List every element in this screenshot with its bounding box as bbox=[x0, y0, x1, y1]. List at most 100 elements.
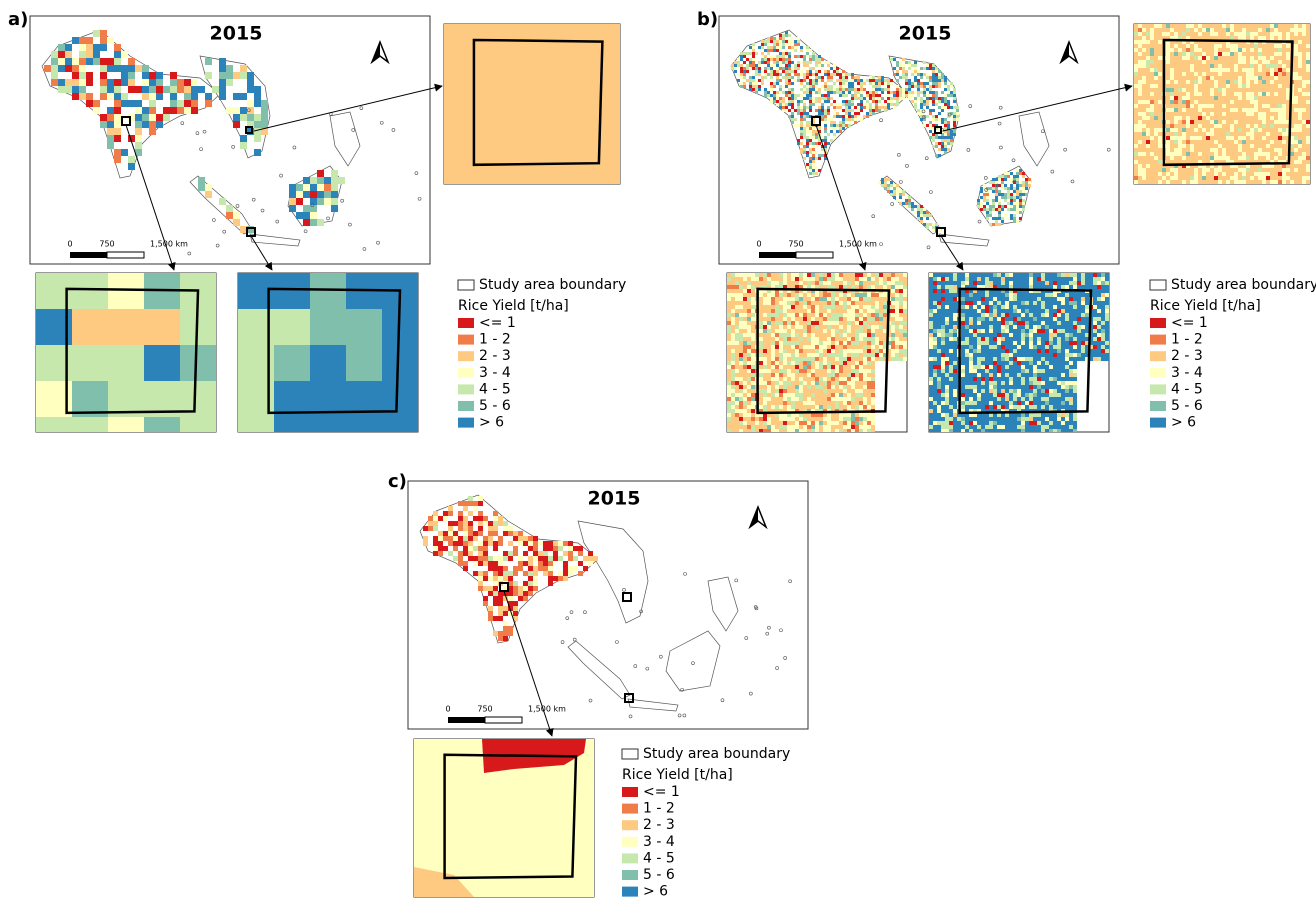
yield-cell bbox=[1238, 152, 1242, 156]
yield-cell bbox=[1238, 168, 1242, 172]
yield-cell bbox=[803, 413, 807, 417]
yield-cell bbox=[803, 58, 806, 61]
yield-cell bbox=[926, 100, 929, 103]
yield-cell bbox=[1278, 144, 1282, 148]
yield-cell bbox=[1154, 156, 1158, 160]
yield-cell bbox=[767, 353, 771, 357]
yield-cell bbox=[809, 166, 812, 169]
yield-cell bbox=[899, 67, 902, 70]
yield-cell bbox=[855, 309, 859, 313]
yield-cell bbox=[839, 115, 842, 118]
yield-cell bbox=[800, 73, 803, 76]
yield-cell bbox=[1146, 68, 1150, 72]
yield-cell bbox=[727, 385, 731, 389]
yield-cell bbox=[1258, 56, 1262, 60]
yield-cell bbox=[867, 337, 871, 341]
yield-cell bbox=[896, 103, 899, 106]
yield-cell bbox=[1214, 140, 1218, 144]
yield-cell bbox=[839, 106, 842, 109]
yield-cell bbox=[779, 100, 782, 103]
yield-cell bbox=[1142, 56, 1146, 60]
yield-cell bbox=[1138, 144, 1142, 148]
yield-cell bbox=[1258, 44, 1262, 48]
yield-cell bbox=[998, 217, 1001, 220]
yield-cell bbox=[989, 205, 992, 208]
yield-cell bbox=[855, 357, 859, 361]
yield-cell bbox=[1190, 168, 1194, 172]
yield-cell bbox=[815, 136, 818, 139]
yield-cell bbox=[851, 317, 855, 321]
yield-cell bbox=[1134, 100, 1138, 104]
yield-cell bbox=[1158, 88, 1162, 92]
yield-cell bbox=[743, 397, 747, 401]
yield-cell bbox=[149, 79, 156, 86]
yield-cell bbox=[787, 353, 791, 357]
yield-cell bbox=[896, 61, 899, 64]
yield-cell bbox=[938, 148, 941, 151]
yield-cell bbox=[956, 106, 959, 109]
yield-cell bbox=[1218, 176, 1222, 180]
yield-cell bbox=[739, 301, 743, 305]
yield-cell bbox=[863, 317, 867, 321]
yield-cell bbox=[779, 293, 783, 297]
yield-cell bbox=[759, 301, 763, 305]
yield-cell bbox=[1202, 80, 1206, 84]
yield-cell bbox=[842, 82, 845, 85]
yield-cell bbox=[747, 333, 751, 337]
yield-cell bbox=[1226, 144, 1230, 148]
yield-cell bbox=[779, 106, 782, 109]
yield-cell bbox=[819, 349, 823, 353]
yield-cell bbox=[1016, 220, 1019, 223]
yield-cell bbox=[254, 86, 261, 93]
yield-cell bbox=[823, 297, 827, 301]
yield-cell bbox=[823, 401, 827, 405]
yield-cell bbox=[779, 337, 783, 341]
yield-cell bbox=[749, 52, 752, 55]
yield-cell bbox=[1274, 56, 1278, 60]
yield-cell bbox=[803, 389, 807, 393]
yield-cell bbox=[737, 58, 740, 61]
yield-cell bbox=[1146, 160, 1150, 164]
yield-cell bbox=[1178, 72, 1182, 76]
yield-cell bbox=[289, 205, 296, 212]
yield-cell bbox=[1254, 48, 1258, 52]
yield-cell bbox=[835, 337, 839, 341]
yield-cell bbox=[842, 94, 845, 97]
yield-cell bbox=[827, 349, 831, 353]
yield-cell bbox=[848, 124, 851, 127]
yield-cell bbox=[1022, 202, 1025, 205]
yield-cell bbox=[929, 112, 932, 115]
yield-cell bbox=[787, 381, 791, 385]
legend-title: Rice Yield [t/ha] bbox=[458, 298, 569, 314]
yield-cell bbox=[739, 417, 743, 421]
yield-cell bbox=[842, 79, 845, 82]
yield-cell bbox=[740, 52, 743, 55]
yield-cell bbox=[180, 417, 216, 432]
yield-cell bbox=[739, 337, 743, 341]
yield-cell bbox=[803, 293, 807, 297]
yield-cell bbox=[791, 357, 795, 361]
yield-cell bbox=[847, 325, 851, 329]
yield-cell bbox=[1306, 24, 1310, 28]
yield-cell bbox=[881, 184, 884, 187]
yield-cell bbox=[767, 79, 770, 82]
yield-cell bbox=[1262, 24, 1266, 28]
yield-cell bbox=[1294, 140, 1298, 144]
yield-cell bbox=[779, 34, 782, 37]
yield-cell bbox=[770, 88, 773, 91]
yield-cell bbox=[819, 313, 823, 317]
yield-cell bbox=[809, 142, 812, 145]
yield-cell bbox=[863, 273, 867, 277]
yield-cell bbox=[1254, 60, 1258, 64]
yield-cell bbox=[107, 128, 114, 135]
yield-cell bbox=[749, 67, 752, 70]
yield-cell bbox=[812, 166, 815, 169]
yield-cell bbox=[851, 293, 855, 297]
yield-cell bbox=[902, 76, 905, 79]
yield-cell bbox=[773, 64, 776, 67]
yield-cell bbox=[1278, 68, 1282, 72]
yield-cell bbox=[799, 297, 803, 301]
yield-cell bbox=[739, 341, 743, 345]
yield-cell bbox=[1182, 88, 1186, 92]
yield-cell bbox=[763, 273, 767, 277]
